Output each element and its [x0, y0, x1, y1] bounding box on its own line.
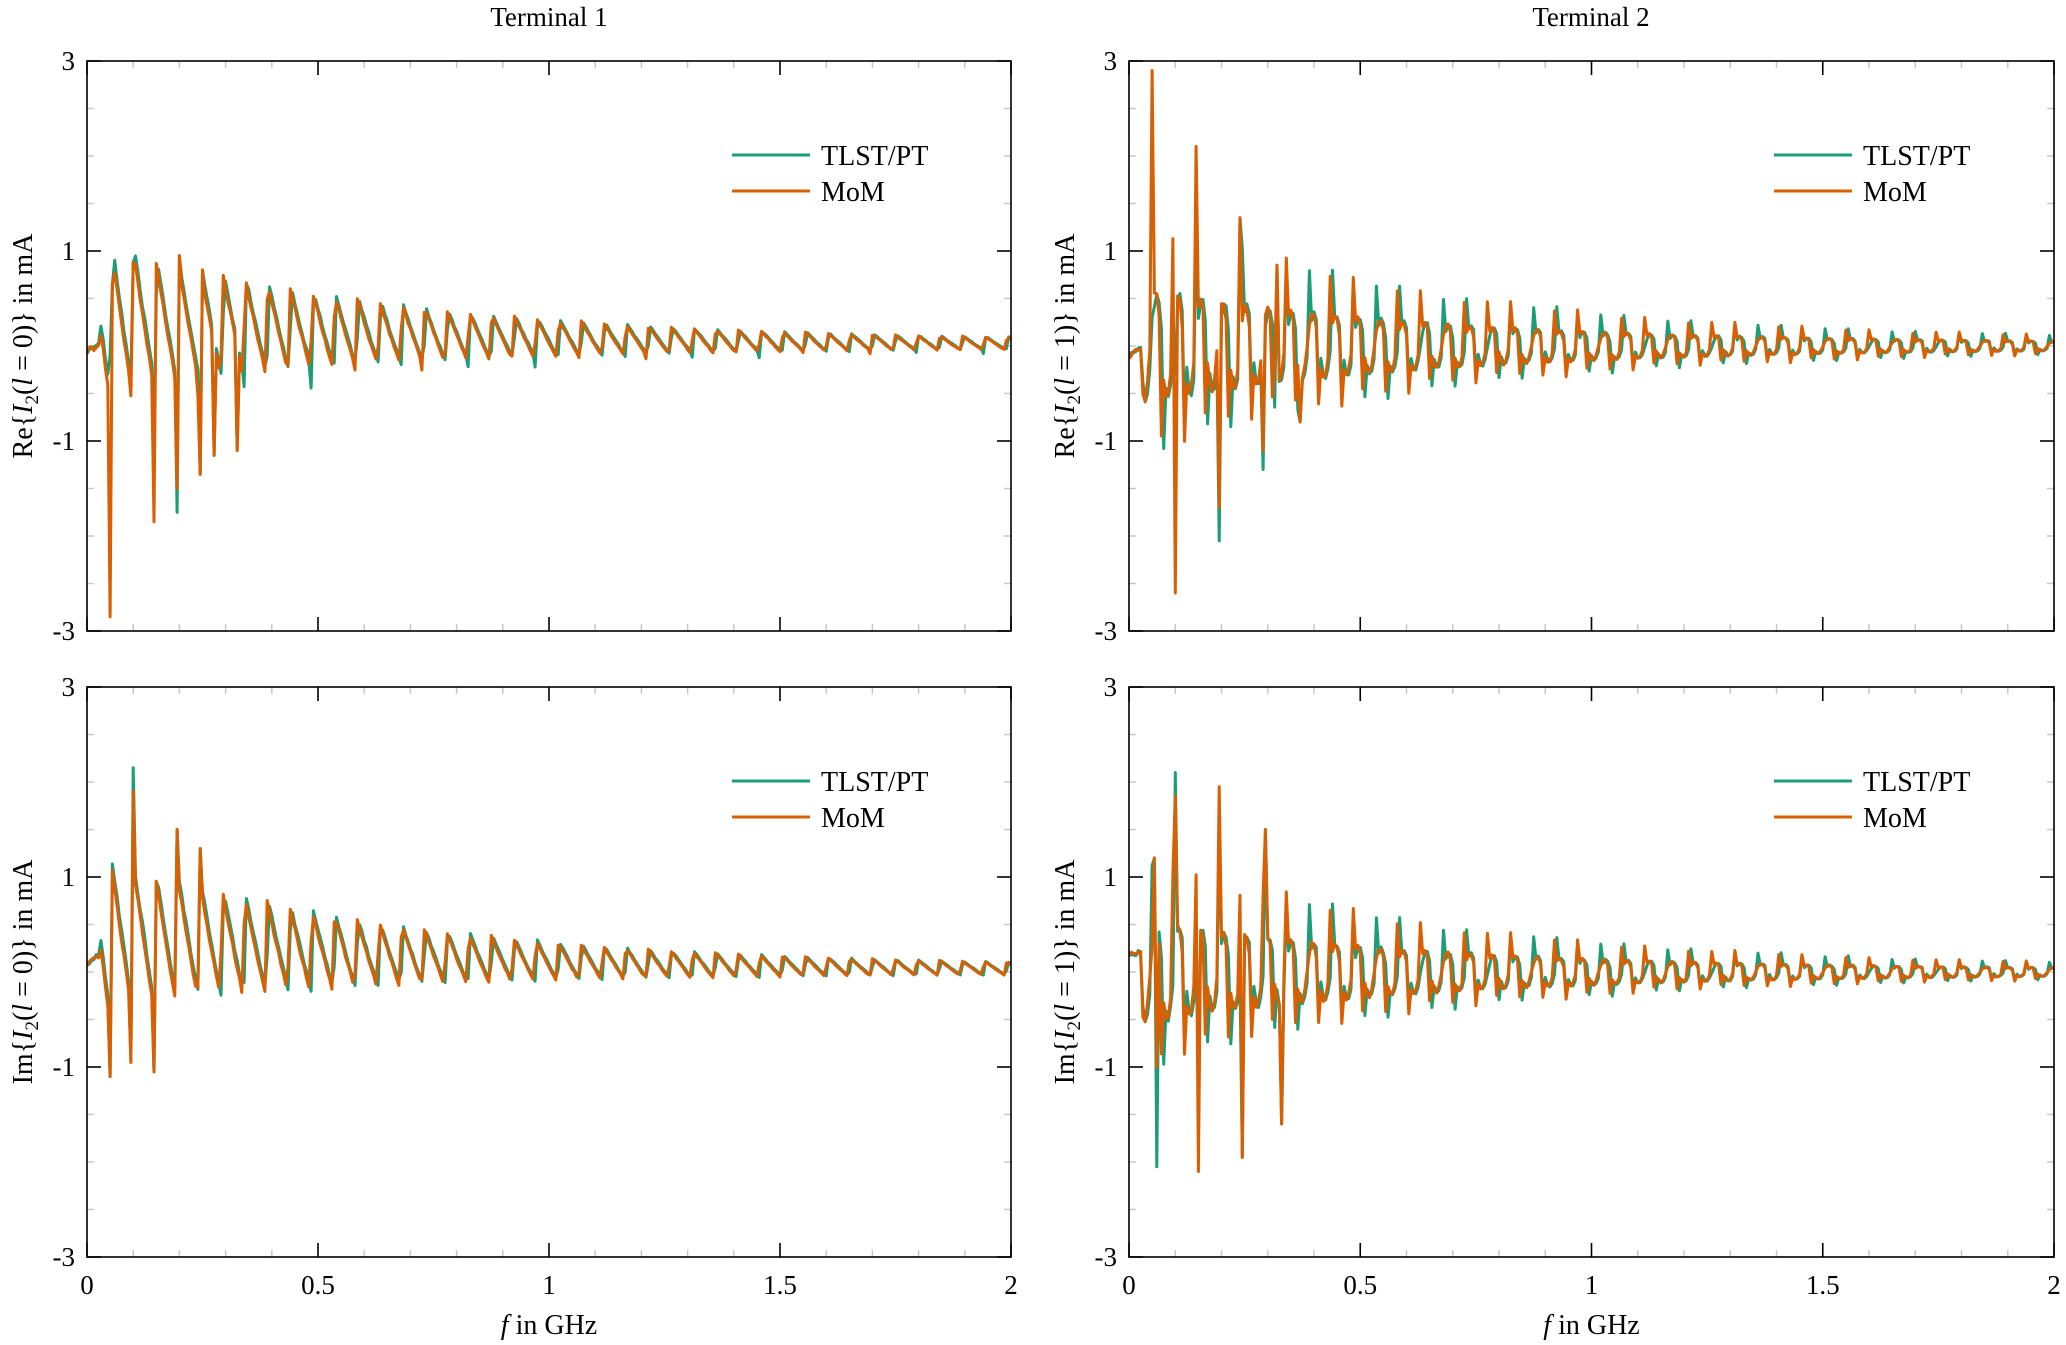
y-tick-label: -1: [53, 426, 76, 456]
series-line-mom: [1129, 69, 2054, 595]
x-tick-label: 2: [2047, 1270, 2061, 1300]
legend: TLST/PT MoM: [1774, 767, 1970, 834]
x-tick-label: 0.5: [1343, 1270, 1377, 1300]
x-tick-label: 1.5: [763, 1270, 797, 1300]
y-tick-label: -3: [53, 1242, 76, 1272]
legend-label: MoM: [1863, 803, 1927, 834]
y-tick-label: -3: [1095, 616, 1118, 646]
legend-label: MoM: [1863, 177, 1927, 208]
legend: TLST/PT MoM: [732, 141, 928, 208]
legend-label: TLST/PT: [1863, 767, 1970, 798]
legend-label: TLST/PT: [1863, 141, 1970, 172]
y-tick-label: 3: [62, 46, 76, 76]
y-tick-label: 1: [1104, 862, 1118, 892]
x-tick-label: 2: [1004, 1270, 1018, 1300]
y-axis-label: Re{I2(l = 0)} in mA: [8, 233, 43, 459]
series-line-mom: [87, 790, 1011, 1078]
legend-label: TLST/PT: [821, 767, 928, 798]
y-tick-label: 1: [62, 862, 76, 892]
series-line-mom: [87, 254, 1011, 619]
y-tick-label: -1: [1095, 1052, 1118, 1082]
y-tick-label: -3: [53, 616, 76, 646]
y-tick-label: 3: [62, 672, 76, 702]
y-tick-label: 1: [62, 236, 76, 266]
y-tick-label: 1: [1104, 236, 1118, 266]
x-tick-label: 1: [1585, 1270, 1599, 1300]
column-title-terminal-2: Terminal 2: [1532, 2, 1649, 32]
legend-label: MoM: [821, 803, 885, 834]
y-tick-label: -1: [53, 1052, 76, 1082]
panel-re_t1: -3 -1 1 3 Re{I2(l = 0)} in mA TLST/PT MoM: [8, 46, 1012, 646]
x-tick-label: 1.5: [1806, 1270, 1840, 1300]
legend: TLST/PT MoM: [1774, 141, 1970, 208]
x-axis-label: f in GHz: [501, 1310, 597, 1341]
y-axis-label: Re{I2(l = 1)} in mA: [1050, 233, 1085, 459]
x-axis-label: f in GHz: [1543, 1310, 1639, 1341]
series-line-tlst-pt: [1129, 216, 2054, 543]
x-tick-label: 0.5: [301, 1270, 335, 1300]
panel-re_t2: -3 -1 1 3 Re{I2(l = 1)} in mA TLST/PT MoM: [1050, 46, 2055, 646]
legend-label: TLST/PT: [821, 141, 928, 172]
y-axis-label: Im{I2(l = 0)} in mA: [8, 859, 43, 1085]
column-title-terminal-1: Terminal 1: [490, 2, 607, 32]
series-line-mom: [1129, 785, 2054, 1173]
panel-im_t2: 0 0.5 1 1.5 2 -3 -1 1 3 Im{I2(l = 1)} in mA f in G…: [1050, 672, 2061, 1341]
y-axis-label: Im{I2(l = 1)} in mA: [1050, 859, 1085, 1085]
x-tick-label: 0: [1122, 1270, 1136, 1300]
y-tick-label: -3: [1095, 1242, 1118, 1272]
y-tick-label: 3: [1104, 46, 1118, 76]
panel-im_t1: 0 0.5 1 1.5 2 -3 -1 1 3 Im{I2(l = 0)} in mA f in G…: [8, 672, 1018, 1341]
y-tick-label: 3: [1104, 672, 1118, 702]
x-tick-label: 1: [542, 1270, 556, 1300]
x-tick-label: 0: [80, 1270, 94, 1300]
legend-label: MoM: [821, 177, 885, 208]
y-tick-label: -1: [1095, 426, 1118, 456]
legend: TLST/PT MoM: [732, 767, 928, 834]
